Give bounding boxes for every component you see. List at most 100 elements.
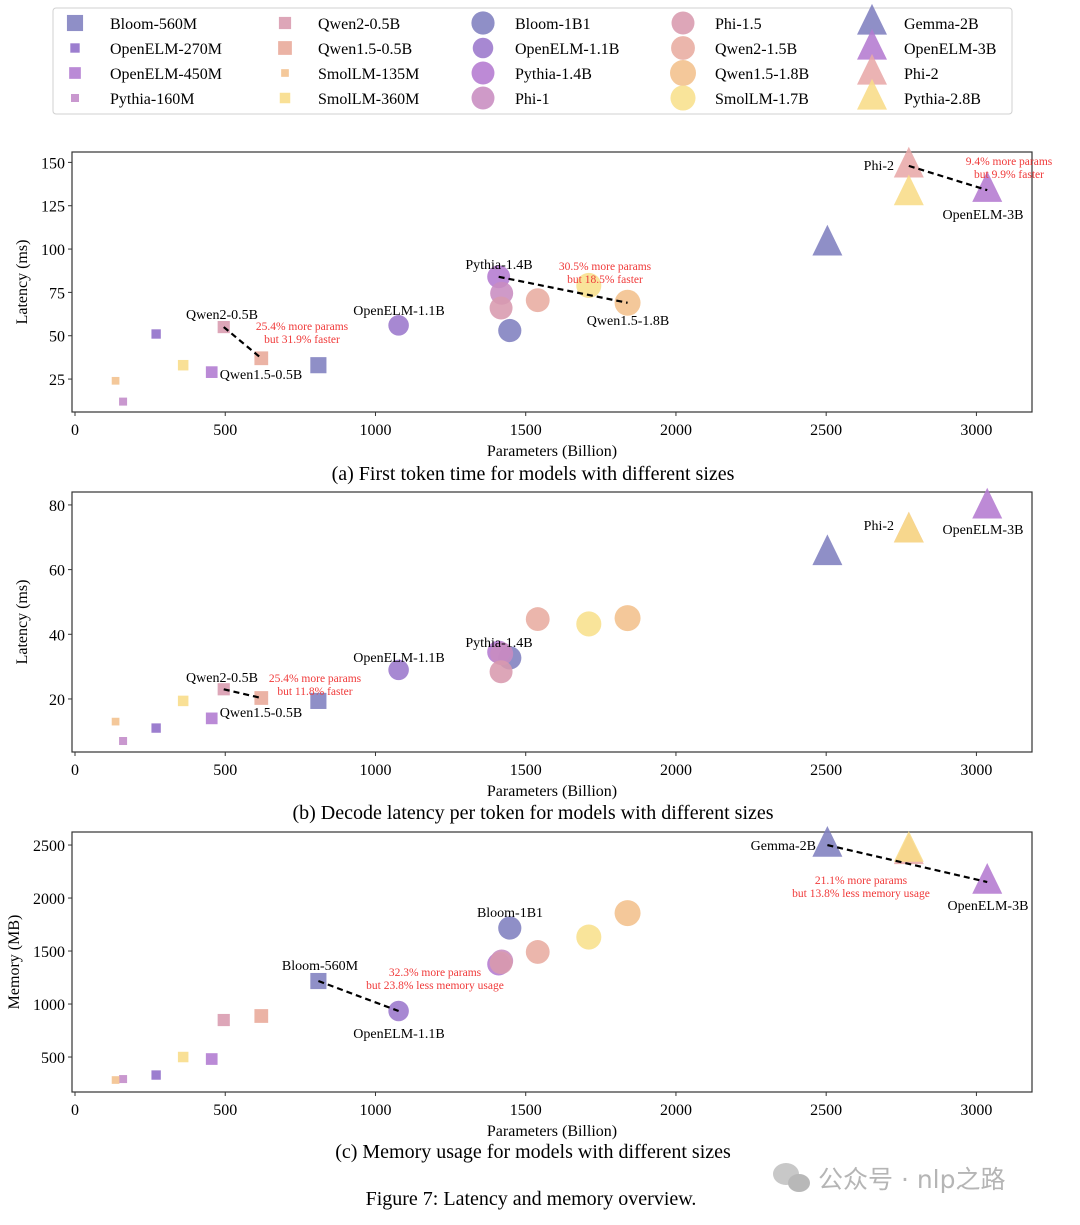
point-label: Bloom-1B1 xyxy=(477,906,543,921)
point-qwen2-0.5b xyxy=(217,1013,230,1027)
point-smollm-360m xyxy=(177,1051,189,1063)
point-phi-1.5 xyxy=(489,951,513,975)
legend-item: SmolLM-360M xyxy=(279,91,419,108)
comparison-annotation: but 23.8% less memory usage xyxy=(366,980,504,992)
point-label: Phi-2 xyxy=(864,159,894,174)
x-tick-label: 1000 xyxy=(359,762,391,779)
legend-marker-square xyxy=(278,41,292,55)
point-label: OpenELM-3B xyxy=(943,208,1024,223)
legend-label: OpenELM-450M xyxy=(110,66,222,83)
x-tick-label: 3000 xyxy=(960,762,992,779)
point-openelm-3b xyxy=(972,862,1003,894)
legend-item: Gemma-2B xyxy=(857,3,979,35)
point-smollm-1.7b xyxy=(576,924,602,950)
legend-item: SmolLM-135M xyxy=(281,66,419,83)
legend: Bloom-560M OpenELM-270M OpenELM-450M Pythia… xyxy=(52,3,1013,115)
legend-label: OpenELM-1.1B xyxy=(515,41,619,58)
legend-marker-square xyxy=(281,69,289,77)
points xyxy=(111,146,1003,406)
point-qwen2-1.5b xyxy=(525,288,550,313)
point-label: Pythia-1.4B xyxy=(465,636,532,651)
point-openelm-3b xyxy=(972,171,1003,202)
point-qwen1.5-0.5b xyxy=(254,1009,269,1023)
point-label: Qwen1.5-1.8B xyxy=(587,314,669,329)
x-tick-label: 2500 xyxy=(810,422,842,439)
watermark-text: 公众号 · nlp之路 xyxy=(818,1165,1006,1194)
y-axis-label: Latency (ms) xyxy=(14,240,31,325)
legend-marker-triangle xyxy=(857,3,887,35)
point-openelm-1.1b xyxy=(388,315,409,336)
y-tick-label: 1000 xyxy=(33,997,65,1014)
comparison-line xyxy=(827,843,988,884)
point-openelm-450m xyxy=(205,712,218,725)
x-tick-label: 1500 xyxy=(510,1102,542,1119)
comparison-annotation: 25.4% more params xyxy=(269,673,362,685)
point-bloom-1b1 xyxy=(498,916,522,940)
y-tick-label: 100 xyxy=(41,242,65,259)
y-tick-label: 20 xyxy=(49,692,65,709)
point-pythia-160m xyxy=(119,737,128,746)
y-tick-label: 150 xyxy=(41,155,65,172)
comparison-line xyxy=(317,979,399,1013)
point-qwen1.5-1.8b xyxy=(614,605,641,632)
chart-panel-2: 0 500 1000 1500 2000 2500 3000 20 40 60 80 Paramete… xyxy=(14,487,1033,824)
legend-label: Qwen1.5-0.5B xyxy=(318,41,412,58)
point-gemma-2b xyxy=(812,224,843,256)
legend-item: Qwen2-1.5B xyxy=(671,36,797,60)
legend-label: Pythia-160M xyxy=(110,91,194,108)
legend-item: Phi-2 xyxy=(857,53,939,85)
legend-label: Phi-2 xyxy=(904,66,939,83)
point-smollm-360m xyxy=(177,695,189,707)
legend-label: SmolLM-135M xyxy=(318,66,419,83)
chart-panel-1: 0 500 1000 1500 2000 2500 3000 25 50 75 100 125 150 P… xyxy=(14,146,1053,485)
comparison-annotation: but 13.8% less memory usage xyxy=(792,888,930,900)
x-tick-label: 2000 xyxy=(660,422,692,439)
x-tick-label: 0 xyxy=(71,422,79,439)
points xyxy=(111,487,1003,746)
wechat-icon xyxy=(773,1163,810,1192)
y-tick-label: 60 xyxy=(49,563,65,580)
legend-marker-circle xyxy=(471,11,495,35)
x-axis-label: Parameters (Billion) xyxy=(487,443,617,460)
x-tick-label: 2000 xyxy=(660,1102,692,1119)
legend-item: Bloom-560M xyxy=(66,14,197,33)
point-openelm-3b xyxy=(972,487,1003,519)
point-label: OpenELM-3B xyxy=(948,899,1029,914)
x-tick-label: 0 xyxy=(71,1102,79,1119)
comparison-annotation: but 9.9% faster xyxy=(974,169,1044,181)
legend-item: Qwen1.5-1.8B xyxy=(670,60,809,86)
legend-label: Pythia-2.8B xyxy=(904,91,981,108)
point-qwen2-1.5b xyxy=(525,940,550,964)
x-tick-label: 2500 xyxy=(810,1102,842,1119)
legend-marker-triangle xyxy=(857,78,887,110)
plot-frame xyxy=(71,831,1033,1093)
legend-label: Phi-1 xyxy=(515,91,550,108)
point-phi-1 xyxy=(490,642,514,666)
point-bloom-1b1 xyxy=(498,318,522,343)
y-tick-label: 500 xyxy=(41,1050,65,1067)
point-label: Qwen1.5-0.5B xyxy=(220,706,302,721)
point-pythia-160m xyxy=(119,397,128,406)
point-smollm-135m xyxy=(111,717,120,726)
point-label: Qwen2-0.5B xyxy=(186,308,258,323)
point-gemma-2b xyxy=(812,825,843,857)
y-tick-label: 1500 xyxy=(33,944,65,961)
x-tick-label: 1000 xyxy=(359,1102,391,1119)
x-axis-label: Parameters (Billion) xyxy=(487,783,617,800)
x-tick-label: 1000 xyxy=(359,422,391,439)
legend-label: OpenELM-270M xyxy=(110,41,222,58)
figure-caption: Figure 7: Latency and memory overview. xyxy=(366,1188,697,1210)
legend-item: SmolLM-1.7B xyxy=(670,85,809,111)
legend-label: Bloom-560M xyxy=(110,16,197,33)
x-axis-label: Parameters (Billion) xyxy=(487,1123,617,1140)
legend-marker-triangle xyxy=(857,28,887,60)
y-tick-label: 75 xyxy=(49,285,65,302)
legend-label: Gemma-2B xyxy=(904,16,979,33)
legend-marker-square xyxy=(71,94,79,102)
comparison-line xyxy=(498,275,628,304)
x-tick-label: 3000 xyxy=(960,422,992,439)
point-phi-1.5 xyxy=(489,296,513,320)
legend-label: Phi-1.5 xyxy=(715,16,762,33)
point-label: Qwen2-0.5B xyxy=(186,671,258,686)
y-tick-label: 2500 xyxy=(33,838,65,855)
